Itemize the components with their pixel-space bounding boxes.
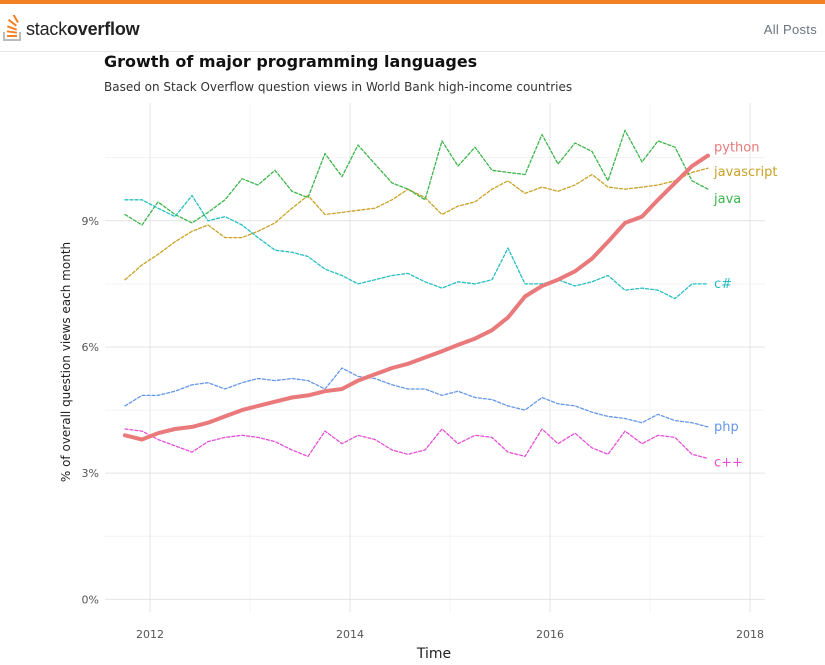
y-tick-label: 6%: [82, 341, 99, 354]
series-line-javascript: [124, 167, 709, 281]
y-tick-label: 3%: [82, 467, 99, 480]
y-tick-label: 9%: [82, 215, 99, 228]
series-lines: [123, 129, 710, 460]
series-line-csharp: [124, 194, 709, 300]
x-axis-label: Time: [416, 646, 451, 662]
series-label-cpp: c++: [714, 455, 743, 470]
series-line-python: [123, 153, 710, 442]
top-accent-bar: [0, 0, 825, 4]
series-label-python: python: [714, 141, 759, 156]
series-label-csharp: c#: [714, 277, 732, 292]
logo-text-stack: stack: [26, 18, 68, 39]
series-label-java: java: [713, 192, 741, 207]
y-axis-label: % of overall question views each month: [59, 242, 73, 482]
series-line-php: [124, 367, 709, 428]
stackoverflow-logo-icon: [3, 15, 21, 41]
series-label-javascript: javascript: [713, 165, 777, 180]
axes: 0% 3% 6% 9% 2012 2014 2016 2018 python javascript…: [82, 141, 778, 641]
stackoverflow-logo[interactable]: stackoverflow: [2, 14, 140, 44]
chart-subtitle: Based on Stack Overflow question views i…: [104, 80, 573, 94]
site-header: stackoverflow All Posts: [0, 4, 825, 52]
x-tick-label: 2018: [736, 628, 764, 641]
x-tick-label: 2014: [336, 628, 364, 641]
all-posts-link[interactable]: All Posts: [763, 22, 817, 37]
series-line-java: [124, 129, 709, 226]
series-line-cpp: [124, 428, 709, 460]
x-tick-label: 2016: [536, 628, 564, 641]
x-tick-label: 2012: [136, 628, 164, 641]
y-tick-label: 0%: [82, 593, 99, 606]
logo-text-overflow: overflow: [67, 18, 140, 39]
series-label-php: php: [714, 420, 739, 435]
chart-title: Growth of major programming languages: [104, 52, 478, 71]
logo-text: stackoverflow: [26, 18, 140, 40]
grid-lines: [105, 103, 765, 612]
